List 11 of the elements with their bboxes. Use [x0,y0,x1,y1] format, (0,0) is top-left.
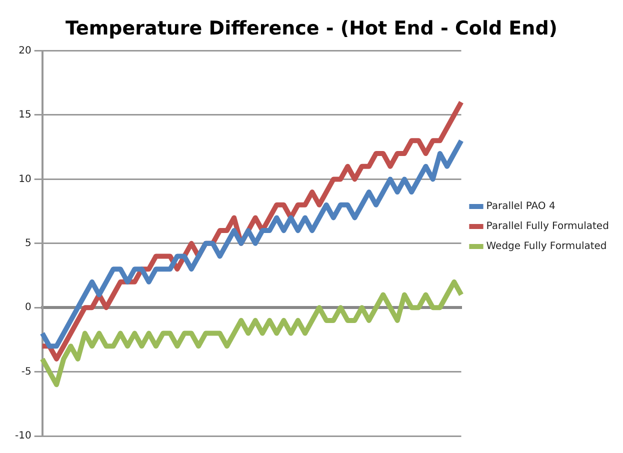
legend-label: Wedge Fully Formulated [486,241,607,252]
y-tick-label: 10 [18,174,32,185]
y-tick-label: 0 [24,302,32,314]
y-tick-label: 15 [18,110,32,121]
y-tick-label: -5 [21,366,32,378]
y-tick-label: 20 [18,45,32,56]
legend-label: Parallel Fully Formulated [486,221,609,232]
y-tick-label: 5 [24,238,32,249]
chart-title: Temperature Difference - (Hot End - Cold End) [66,17,558,40]
legend-label: Parallel PAO 4 [486,201,556,212]
y-tick-label: -10 [14,430,32,442]
